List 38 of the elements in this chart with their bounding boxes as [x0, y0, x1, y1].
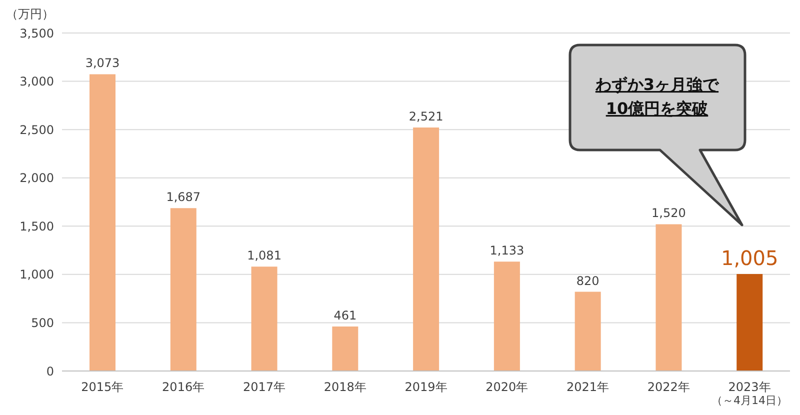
y-tick-label: 500: [31, 316, 54, 330]
y-tick-label: 1,000: [20, 268, 54, 282]
data-label: 1,687: [166, 190, 201, 204]
bar: [574, 292, 601, 371]
data-label: 1,520: [652, 206, 686, 220]
x-tick-label: 2019年: [404, 380, 448, 394]
bar: [90, 74, 116, 371]
bar: [332, 326, 358, 371]
data-label: 3,073: [85, 56, 120, 70]
bar: [736, 274, 763, 371]
data-label: 1,005: [720, 246, 778, 270]
y-tick-label: 2,000: [20, 171, 54, 186]
bar: [413, 128, 440, 371]
data-label: 2,521: [408, 110, 444, 124]
y-tick-label: 0: [46, 364, 54, 378]
x-tick-label: 2016年: [162, 380, 205, 394]
bar: [494, 262, 520, 371]
y-tick-label: 1,500: [20, 219, 54, 234]
x-tick-label: 2017年: [242, 380, 286, 394]
data-label: 820: [576, 274, 600, 288]
y-tick-label: 3,000: [20, 74, 54, 89]
text: （～4月14日）: [712, 394, 788, 407]
data-label: 1,133: [490, 244, 524, 258]
x-tick-label: 2020年: [486, 380, 528, 394]
bar: [656, 224, 682, 371]
data-label: 461: [334, 308, 357, 322]
y-tick-label: 2,500: [20, 122, 54, 137]
bar: [170, 208, 196, 371]
annotation: わずか3ヶ月強で 10億円を突破: [594, 75, 720, 118]
x-tick-label: 2018年: [324, 380, 366, 394]
x-tick-label: 2015年: [81, 380, 124, 394]
x-tick-label: 2023年: [728, 380, 771, 394]
x-tick-label: 2021年: [566, 380, 610, 394]
x-tick-label: 2022年: [647, 380, 690, 394]
y-tick-label: 3,500: [20, 26, 54, 40]
bar: [251, 266, 278, 371]
y-axis-title: （万円）: [6, 6, 54, 23]
data-label: 1,081: [247, 248, 282, 263]
